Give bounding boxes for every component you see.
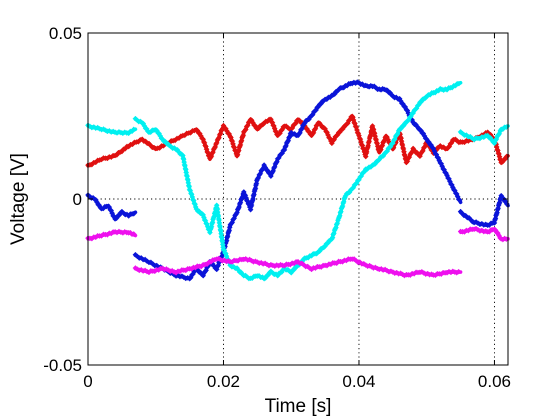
data-marker [130,126,137,133]
data-marker [286,133,293,140]
data-series [85,79,510,282]
grid-lines [88,33,508,365]
data-marker [336,212,343,219]
y-tick-label: 0 [73,190,82,209]
y-axis-label: Voltage [V] [8,153,29,245]
x-tick-label: 0 [83,372,92,391]
series-3 [85,80,510,282]
data-marker [334,220,341,227]
axis-ticks [87,32,508,366]
data-marker [339,203,346,209]
data-marker [271,164,278,170]
data-marker [363,149,370,155]
data-marker [491,220,498,226]
data-marker [338,208,344,215]
data-marker [130,231,137,237]
x-tick-labels: 0 0.02 0.04 0.06 [83,372,511,391]
data-marker [130,210,137,217]
series-1 [85,113,510,168]
data-marker [456,197,463,203]
data-marker [340,198,347,205]
x-tick-label: 0.04 [342,372,375,391]
data-marker [495,205,501,212]
data-marker [365,142,372,149]
data-marker [331,230,337,237]
x-axis-label: Time [s] [265,396,332,417]
data-marker [268,173,274,179]
data-marker [456,80,462,87]
data-marker [455,268,462,275]
data-marker [285,137,292,144]
y-tick-label: -0.05 [43,356,82,375]
data-marker [281,147,288,153]
series-4 [85,225,510,279]
data-marker [253,180,260,187]
data-marker [270,168,277,174]
x-tick-label: 0.02 [207,372,240,391]
data-marker [213,266,220,273]
y-tick-labels: -0.05 0 0.05 [43,24,82,375]
y-tick-label: 0.05 [49,24,82,43]
data-marker [492,215,499,222]
data-marker [377,146,384,153]
x-tick-label: 0.06 [478,372,511,391]
